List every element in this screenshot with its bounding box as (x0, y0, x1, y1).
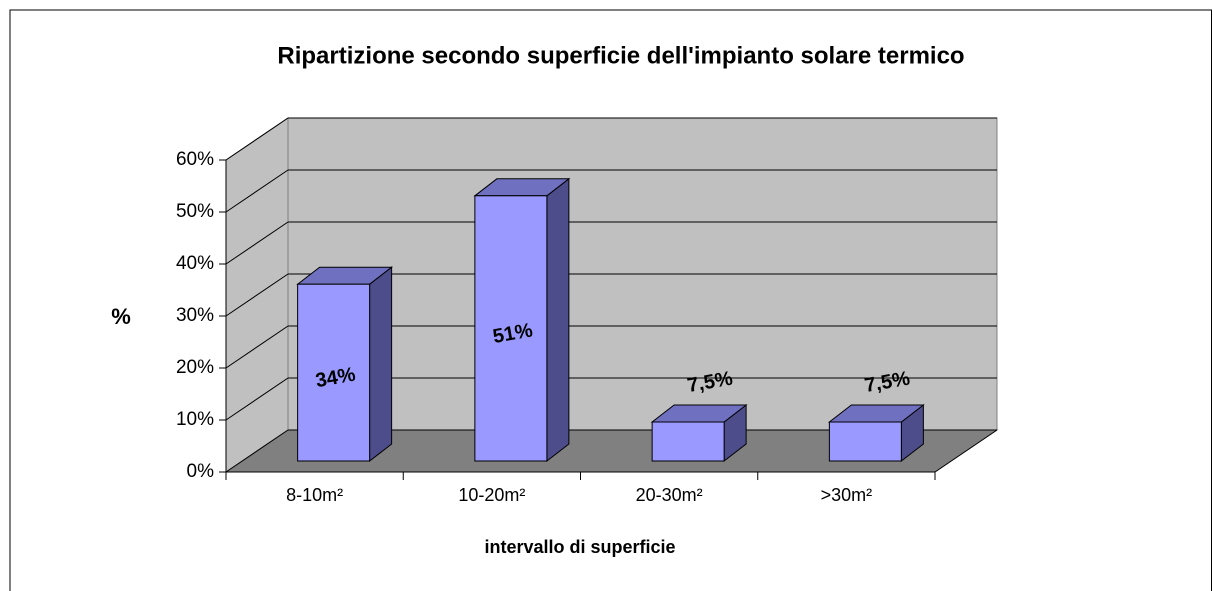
bar-side (546, 177, 570, 463)
grid-line (225, 325, 289, 369)
bar (297, 283, 371, 462)
x-axis-depth (934, 429, 998, 473)
grid-line (225, 429, 289, 473)
grid-line (225, 169, 289, 213)
grid-line (225, 221, 289, 265)
x-tick-label: 10-20m² (458, 485, 525, 505)
y-tick-label: 0% (187, 461, 215, 482)
y-tick-label: 30% (176, 305, 214, 326)
y-tick-label: 60% (176, 149, 214, 170)
bar (651, 421, 725, 462)
bar (474, 195, 548, 462)
x-tick-label: >30m² (821, 485, 873, 505)
x-tick-label: 8-10m² (286, 485, 343, 505)
x-tick-label: 20-30m² (636, 485, 703, 505)
grid-line (225, 117, 289, 161)
y-tick-label: 20% (176, 357, 214, 378)
y-tick-label: 40% (176, 253, 214, 274)
x-axis-label: intervallo di superficie (484, 537, 675, 557)
bar (828, 421, 902, 462)
y-tick-label: 10% (176, 409, 214, 430)
bar-side (369, 266, 393, 463)
frame (9, 9, 1212, 591)
y-tick-label: 50% (176, 201, 214, 222)
chart-title: Ripartizione secondo superficie dell'imp… (277, 42, 964, 69)
y-axis-label: % (111, 304, 131, 329)
grid-line (225, 273, 289, 317)
grid-line (225, 377, 289, 421)
